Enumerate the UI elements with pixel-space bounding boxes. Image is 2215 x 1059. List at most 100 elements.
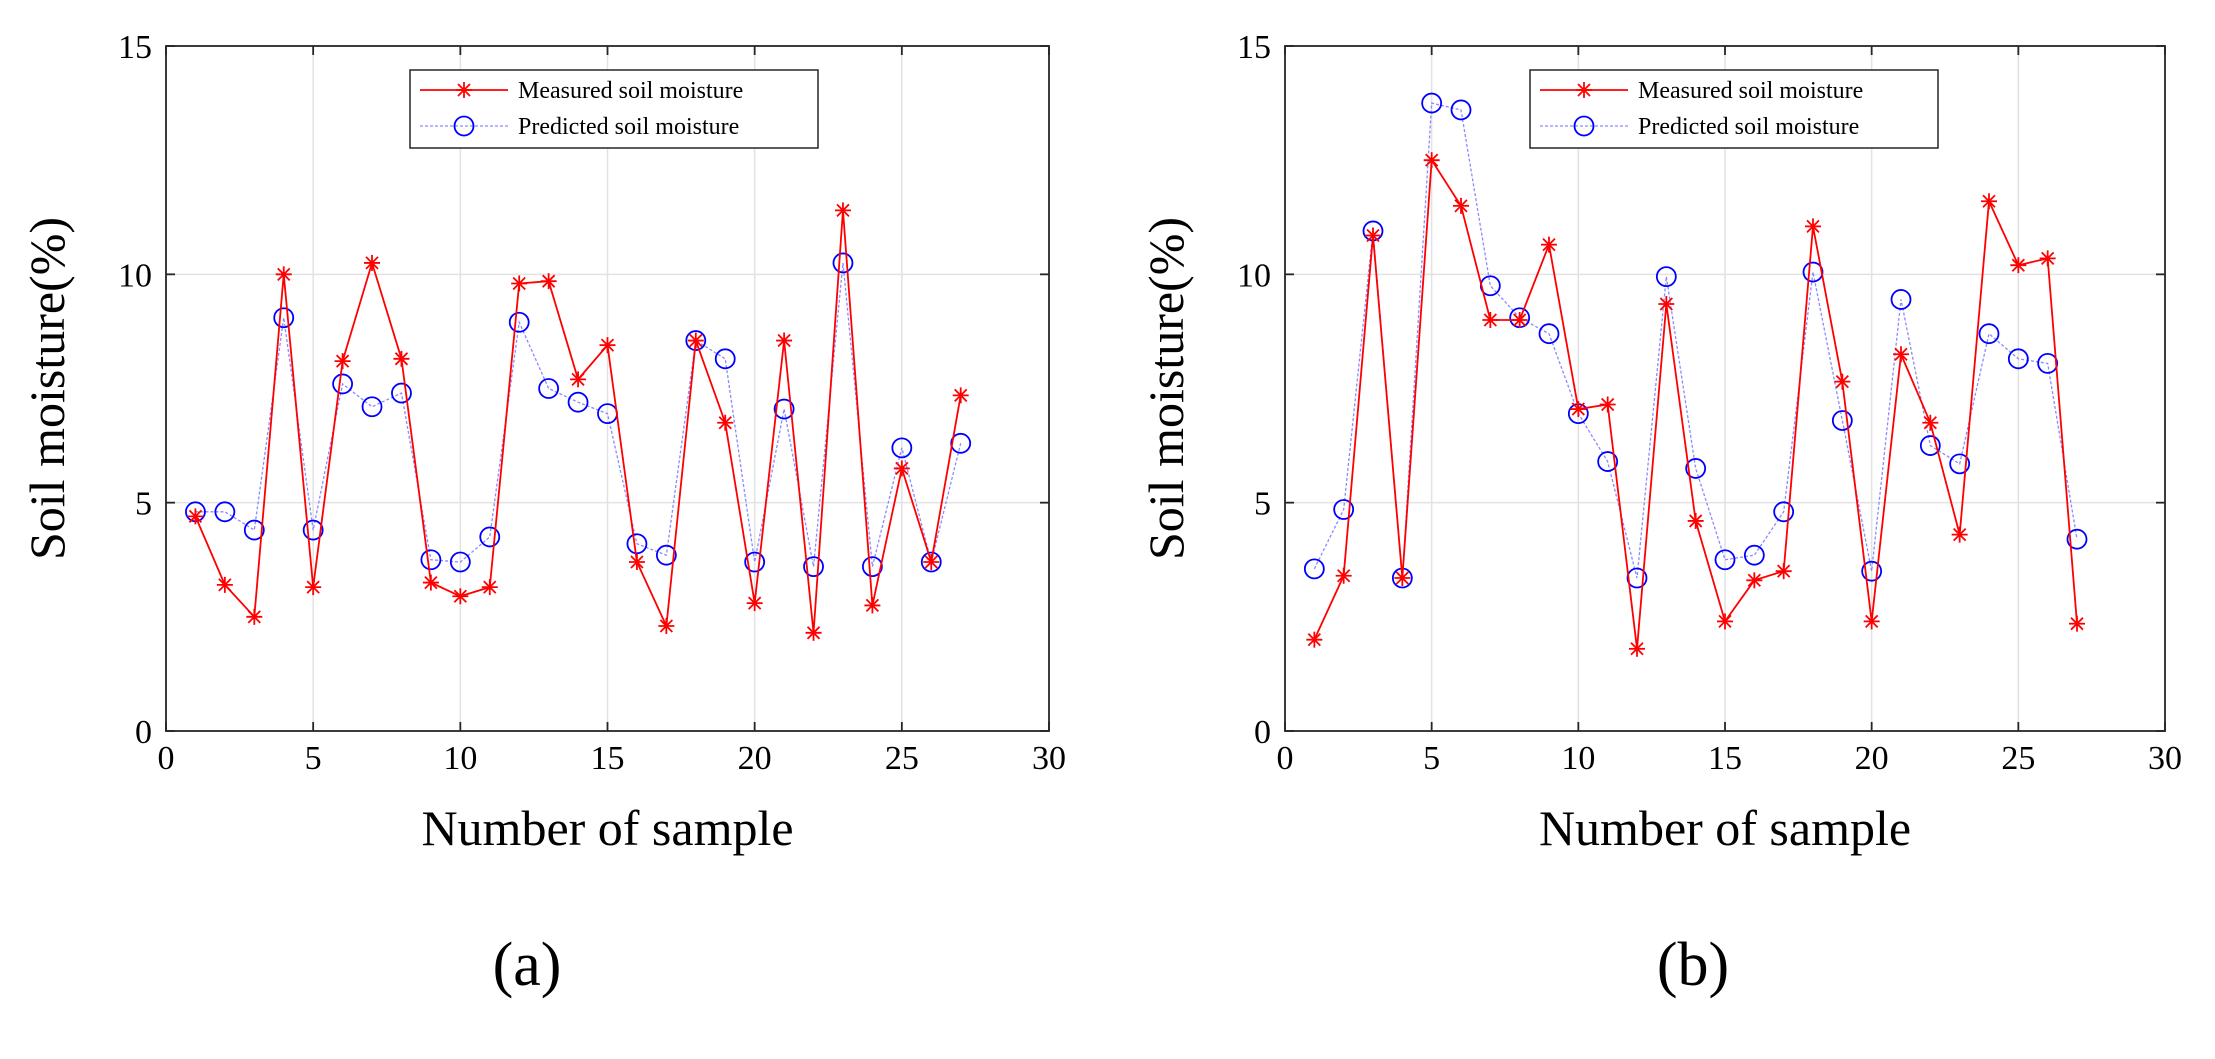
x-tick-label: 25 <box>2001 740 2035 777</box>
x-tick-label: 0 <box>1277 740 1294 777</box>
predicted-point <box>685 330 707 351</box>
predicted-point <box>567 391 589 413</box>
measured-point <box>1335 567 1352 584</box>
legend-box <box>1529 69 1939 149</box>
y-tick-label: 0 <box>1254 714 1271 751</box>
y-tick-label: 10 <box>118 257 152 294</box>
predicted-point <box>1890 289 1912 310</box>
measured-point <box>1306 631 1323 648</box>
measured-point <box>393 350 410 367</box>
legend-marker <box>453 115 475 137</box>
measured-point <box>805 624 822 641</box>
measured-point <box>334 353 351 370</box>
predicted-point <box>1421 92 1443 114</box>
predicted-point <box>2037 352 2059 374</box>
predicted-point <box>1597 451 1619 472</box>
x-tick-label: 0 <box>158 740 175 777</box>
x-tick-label: 15 <box>591 740 625 777</box>
predicted-point <box>862 556 883 577</box>
chart-panel-a: 0 5 10 15 20 25 30 0 5 10 15 Number of sample Soil m… <box>19 29 1066 856</box>
measured-point <box>1981 193 1997 210</box>
predicted-point <box>332 373 354 395</box>
legend-marker <box>456 82 472 98</box>
y-axis-label: Soil moisture(%) <box>1138 217 1194 560</box>
measured-point <box>1629 640 1645 657</box>
measured-point <box>540 273 557 290</box>
predicted-point <box>1655 266 1677 288</box>
measured-point <box>746 595 763 612</box>
predicted-point <box>832 252 854 274</box>
predicted-point <box>1773 501 1795 523</box>
measured-point <box>1834 373 1851 390</box>
measured-point <box>1365 227 1381 244</box>
predicted-point <box>714 348 736 370</box>
predicted-point <box>1919 435 1941 456</box>
predicted-point <box>1949 453 1971 475</box>
x-tick-label: 30 <box>2148 740 2182 777</box>
measured-point <box>1863 613 1880 630</box>
measured-point <box>658 617 675 634</box>
measured-point <box>511 275 528 292</box>
x-tick-label: 10 <box>1561 740 1595 777</box>
measured-point <box>628 554 645 571</box>
measured-point <box>2010 257 2027 274</box>
measured-point <box>1775 563 1792 580</box>
x-tick-label: 15 <box>1708 740 1742 777</box>
measured-point <box>364 254 381 271</box>
predicted-point <box>1714 549 1736 571</box>
measured-point <box>1951 526 1968 543</box>
measured-point <box>481 579 498 596</box>
predicted-point <box>2066 528 2088 550</box>
measured-point <box>452 588 469 605</box>
measured-point <box>422 574 439 591</box>
predicted-point <box>803 556 824 577</box>
measured-point <box>187 508 204 525</box>
measured-point <box>1482 312 1499 328</box>
measured-point <box>1658 296 1675 313</box>
predicted-point <box>449 551 471 573</box>
x-tick-label: 5 <box>305 740 322 777</box>
predicted-point <box>1333 499 1355 520</box>
predicted-point <box>626 533 648 555</box>
predicted-point <box>302 519 324 541</box>
measured-point <box>717 414 734 431</box>
measured-point <box>1717 613 1733 630</box>
panel-label-a: (a) <box>493 931 562 999</box>
measured-point <box>923 554 940 571</box>
chart-panel-b: 0 5 10 15 20 25 30 0 5 10 15 Number of sample Soil m… <box>1138 29 2182 856</box>
measured-point <box>776 332 793 349</box>
y-axis-label: Soil moisture(%) <box>19 217 75 560</box>
measured-point <box>687 332 704 349</box>
predicted-point <box>273 307 295 329</box>
measured-series-line <box>1313 157 2078 649</box>
legend-label: Predicted soil moisture <box>518 114 739 140</box>
measured-point <box>1805 218 1821 235</box>
predicted-point <box>243 519 265 541</box>
y-tick-label: 5 <box>1254 486 1271 523</box>
measured-point <box>2069 615 2085 632</box>
measured-point <box>275 266 292 283</box>
measured-point <box>570 371 587 388</box>
predicted-point <box>1538 323 1560 345</box>
measured-point <box>893 460 910 477</box>
legend-marker <box>1576 82 1592 98</box>
predicted-point <box>420 549 442 571</box>
legend-label: Predicted soil moisture <box>1638 114 1859 140</box>
x-axis-label: Number of sample <box>421 800 793 856</box>
measured-point <box>305 579 322 596</box>
x-tick-label: 25 <box>885 740 919 777</box>
measured-point <box>1541 236 1557 253</box>
predicted-point <box>950 432 972 454</box>
predicted-point <box>214 501 236 523</box>
predicted-point <box>1450 99 1472 121</box>
measured-point <box>216 576 233 593</box>
predicted-point <box>508 311 530 333</box>
predicted-point <box>1978 323 2000 345</box>
measured-point <box>599 337 616 354</box>
measured-point <box>952 387 969 404</box>
measured-point <box>246 608 263 625</box>
predicted-point <box>1685 458 1707 479</box>
measured-point <box>1893 346 1909 363</box>
legend: Measured soil moisture Predicted soil moi… <box>1529 69 1939 149</box>
predicted-point <box>891 437 913 459</box>
